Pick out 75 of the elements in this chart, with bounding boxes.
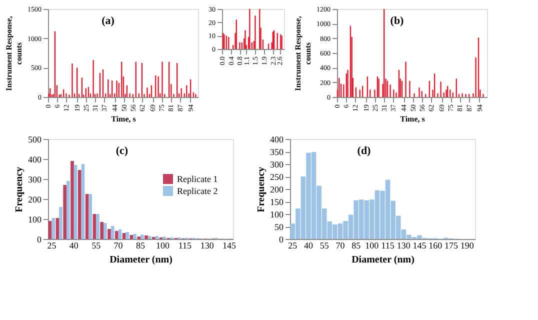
x-tick-label: 25: [47, 240, 57, 250]
x-tick-label: 55: [92, 240, 102, 250]
x-tick-label: 145: [412, 240, 427, 250]
bar: [144, 235, 148, 239]
x-tick-label: 115: [381, 240, 395, 250]
bar: [63, 185, 66, 239]
x-tick-label: 100: [365, 240, 380, 250]
bar: [59, 207, 62, 239]
x-tick-label: 190: [460, 240, 474, 250]
bar: [88, 194, 92, 239]
bar: [133, 234, 136, 239]
x-axis-title: Time, s: [111, 114, 136, 124]
bar: [114, 231, 118, 239]
x-axis-title: Diameter (nm): [352, 254, 414, 266]
bar: [155, 236, 159, 239]
y-tick-label: 250: [270, 172, 284, 182]
x-tick-label: 40: [69, 240, 79, 250]
annotation: (c): [116, 145, 128, 157]
x-tick-label: 145: [222, 240, 237, 250]
x-tick-label: 40: [304, 240, 314, 250]
annotation: (b): [390, 15, 404, 27]
y-tick-label: 500: [28, 134, 42, 144]
bar: [78, 170, 82, 239]
bar: [66, 181, 70, 239]
x-tick-label: 160: [428, 240, 443, 250]
legend-label: Replicate 1: [177, 174, 218, 184]
y-tick-label: 100: [28, 214, 42, 224]
y-tick-label: 400: [28, 154, 42, 164]
bar: [96, 214, 100, 239]
bar: [148, 236, 152, 239]
bar: [122, 233, 126, 239]
y-axis-title: Instrument Response, counts: [4, 16, 24, 91]
bar: [48, 221, 52, 239]
x-tick-label: 130: [396, 240, 411, 250]
y-tick-label: 50: [274, 222, 284, 232]
x-tick-label: 70: [336, 240, 346, 250]
bar: [100, 222, 104, 239]
bar: [108, 229, 111, 239]
x-tick-label: 130: [200, 240, 214, 250]
bar: [104, 223, 107, 239]
y-tick-label: 100: [270, 210, 284, 220]
bar: [52, 218, 56, 239]
x-tick-label: 25: [288, 240, 298, 250]
y-axis-title: Instrument Response, counts: [294, 16, 312, 91]
y-tick-label: 150: [270, 197, 284, 207]
x-axis-title: Time, s: [400, 114, 425, 124]
bar: [70, 161, 74, 239]
bar: [85, 194, 89, 239]
bar: [74, 165, 78, 239]
bar: [130, 235, 134, 239]
annotation: (d): [357, 145, 372, 157]
y-tick-label: 200: [270, 184, 284, 194]
bar: [110, 226, 114, 239]
x-tick-label: 175: [444, 240, 458, 250]
bar: [81, 164, 85, 239]
bar: [140, 234, 144, 239]
x-tick-label: 55: [320, 240, 330, 250]
x-tick-label: 85: [136, 240, 146, 250]
x-axis-title: Diameter (nm): [110, 254, 172, 266]
y-axis-title: Frequency: [14, 166, 25, 212]
y-tick-label: 300: [28, 174, 42, 184]
y-tick-label: 300: [270, 160, 284, 170]
x-tick-label: 70: [114, 240, 124, 250]
annotation: (a): [102, 15, 115, 27]
x-tick-label: 115: [178, 240, 192, 250]
y-tick-label: 350: [270, 147, 284, 157]
x-tick-label: 85: [352, 240, 362, 250]
y-tick-label: 400: [270, 134, 284, 144]
bar: [92, 214, 96, 239]
bar: [56, 218, 60, 239]
legend-label: Replicate 2: [177, 186, 218, 196]
y-tick-label: 200: [28, 194, 42, 204]
y-axis-title: Frequency: [256, 166, 267, 212]
bar: [126, 232, 130, 239]
x-tick-label: 100: [156, 240, 170, 250]
